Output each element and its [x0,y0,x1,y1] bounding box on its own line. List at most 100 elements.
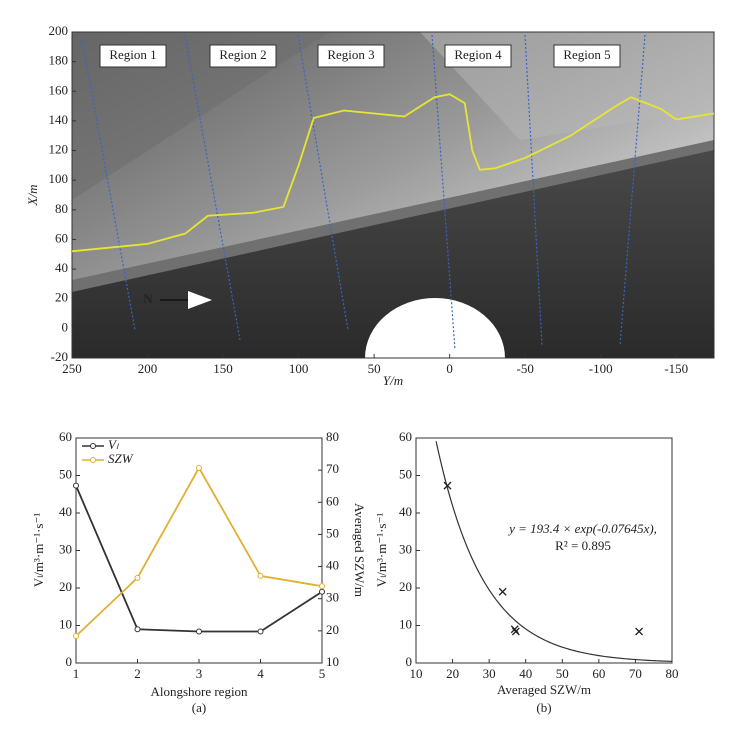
region-box [553,44,621,68]
point [510,625,519,634]
x-tick-label: 200 [138,361,158,376]
y-tick-label: 20 [55,290,68,305]
y-axis-label: X/m [25,185,40,207]
x-axis-label: Averaged SZW/m [497,682,591,697]
north-arrow [188,291,212,309]
point [257,572,264,579]
y-tick-label: 10 [399,616,412,631]
y-tick-label: 50 [399,466,412,481]
x-tick-label: 20 [446,666,459,681]
x-tick-label: 70 [629,666,642,681]
y-tick-label: -20 [51,349,68,364]
x-tick-label: 150 [213,361,233,376]
x-axis-label: Y/m [383,373,403,388]
y-tick-label: 180 [49,53,69,68]
y-tick-label: 40 [59,504,72,519]
y-tick-label: 30 [399,541,412,556]
x-tick-label: -50 [517,361,534,376]
y2-tick-label: 60 [326,493,339,508]
fit-curve [435,441,673,662]
point [134,574,141,581]
y-tick-label: 30 [59,541,72,556]
y-tick-label: 60 [59,429,72,444]
y-tick-label: 40 [399,504,412,519]
x-tick-label: 4 [257,666,264,681]
caption: (a) [192,700,206,715]
photo-background [72,32,714,358]
point [196,628,202,635]
shoreline [71,93,715,253]
y2-tick-label: 80 [326,429,339,444]
y-tick-label: 0 [406,654,413,669]
x-axis-label: Alongshore region [150,684,248,699]
y-tick-label: 140 [49,112,69,127]
fit-r2: R² = 0.895 [555,538,611,553]
legend-label: Vₗ [108,437,119,452]
y-tick-label: 0 [62,319,69,334]
y2-tick-label: 20 [326,622,339,637]
region-label: Region 2 [219,47,266,62]
legend-marker [90,443,96,449]
y-tick-label: 100 [49,171,69,186]
y-tick-label: 10 [59,616,72,631]
point [257,628,264,635]
x-tick-label: 100 [289,361,309,376]
series-line [75,466,323,637]
x-tick-label: 60 [592,666,605,681]
north-label: N [143,291,153,306]
y-tick-label: 0 [66,654,73,669]
x-tick-label: 3 [196,666,203,681]
x-tick-label: 30 [483,666,496,681]
point [134,626,141,633]
x-tick-label: 50 [556,666,569,681]
point [443,481,452,490]
point [319,588,325,595]
x-tick-label: 0 [446,361,453,376]
region-box [99,44,167,68]
y-tick-label: 120 [49,142,69,157]
y-tick-label: 40 [55,260,68,275]
x-tick-label: 40 [519,666,532,681]
x-tick-label: 250 [62,361,82,376]
x-tick-label: 50 [368,361,381,376]
y-tick-label: 80 [55,201,68,216]
region-label: Region 3 [327,47,374,62]
x-tick-label: 10 [410,666,423,681]
caption: (b) [536,700,551,715]
region-label: Region 5 [563,47,610,62]
point [73,633,79,639]
y-tick-label: 60 [55,230,68,245]
y2-tick-label: 10 [326,654,339,669]
point [511,627,520,636]
x-tick-label: -100 [589,361,613,376]
point [73,482,79,489]
y-axis-label: Vₗ/m³·m⁻¹·s⁻¹ [31,513,46,588]
point [498,587,507,596]
y2-tick-label: 50 [326,525,339,540]
x-tick-label: 2 [134,666,141,681]
y2-axis-label: Averaged SZW/m [352,503,367,597]
y-tick-label: 200 [49,23,69,38]
plot-frame [71,31,715,359]
x-tick-label: -150 [664,361,688,376]
y2-tick-label: 40 [326,558,339,573]
y-tick-label: 20 [59,579,72,594]
point [635,627,644,636]
y-tick-label: 50 [59,466,72,481]
y-axis-label: Vₗ/m³·m⁻¹·s⁻¹ [374,513,389,588]
plot-frame [415,437,673,664]
region-box [444,44,512,68]
fit-equation: y = 193.4 × exp(-0.07645x), [507,521,657,536]
point [319,583,325,590]
y2-tick-label: 70 [326,461,339,476]
x-tick-label: 80 [666,666,679,681]
legend-label: SZW [108,451,134,466]
point [196,464,202,471]
x-tick-label: 5 [319,666,326,681]
x-tick-label: 1 [73,666,80,681]
y-tick-label: 20 [399,579,412,594]
legend-marker [90,457,96,463]
region-box [209,44,277,68]
y-tick-label: 160 [49,82,69,97]
